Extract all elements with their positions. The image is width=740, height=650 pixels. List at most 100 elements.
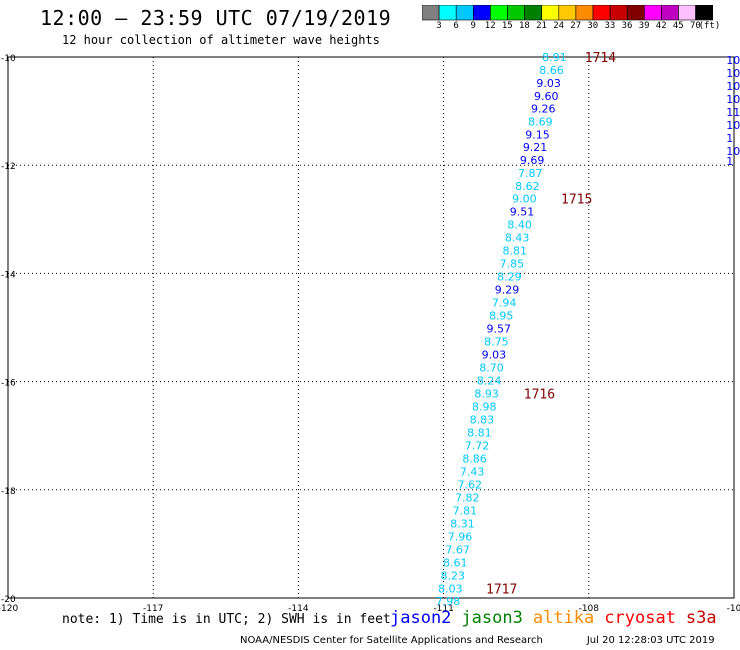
colorbar-label: 42 <box>655 21 667 31</box>
map-title: 12:00 – 23:59 UTC 07/19/2019 <box>40 6 392 30</box>
swh-value: 9.03 <box>536 77 561 90</box>
map-frame <box>7 56 735 599</box>
map-subtitle: 12 hour collection of altimeter wave hei… <box>62 33 380 47</box>
time-label: 1717 <box>486 582 517 597</box>
lat-tick-label: -14 <box>1 270 16 280</box>
swh-value: 10 <box>726 80 740 93</box>
colorbar-swatch <box>644 5 662 21</box>
colorbar-label: 39 <box>638 21 650 31</box>
swh-value: 10. <box>726 67 740 80</box>
colorbar-label: 33 <box>604 21 616 31</box>
swh-value: 10. <box>726 54 740 67</box>
time-label: 1715 <box>561 193 592 208</box>
colorbar-swatch <box>438 5 457 21</box>
swh-value: 7.96 <box>448 530 473 543</box>
footer-timestamp: Jul 20 12:28:03 UTC 2019 <box>586 635 715 646</box>
swh-value: 9.15 <box>525 128 550 141</box>
colorbar-swatch <box>609 5 628 21</box>
satellite-legend: jason2 jason3 altika cryosat s3a <box>390 608 727 628</box>
colorbar-label: 45 <box>672 21 684 31</box>
colorbar-swatch <box>541 5 560 21</box>
swh-value: 8.43 <box>505 232 530 245</box>
swh-value: 7.94 <box>492 297 517 310</box>
swh-value: 8.93 <box>474 388 499 401</box>
swh-value: 8.62 <box>515 180 540 193</box>
colorbar-unit: (ft) <box>698 21 721 31</box>
colorbar-swatch <box>472 5 491 21</box>
lon-tick-label: -120 <box>0 604 18 614</box>
colorbar-label: 21 <box>536 21 547 31</box>
legend-entry: altika <box>532 608 595 628</box>
swh-value: 8.69 <box>528 115 553 128</box>
lat-tick-label: -10 <box>1 54 16 64</box>
colorbar-swatch <box>455 5 474 21</box>
colorbar-label: 3 <box>436 21 442 31</box>
swh-value: 9.26 <box>531 102 556 115</box>
lat-tick-label: -16 <box>1 379 16 389</box>
colorbar-label: 70 <box>690 21 701 31</box>
swh-value: 10 <box>726 93 740 106</box>
swh-value: 8.31 <box>450 517 475 530</box>
colorbar-label: 30 <box>587 21 599 31</box>
time-label: 1714 <box>585 51 616 66</box>
note-text: note: 1) Time is in UTC; 2) SWH is in fe… <box>62 612 391 627</box>
swh-value: 9.00 <box>512 193 537 206</box>
swh-value: 7.85 <box>500 258 525 271</box>
swh-value: 8.81 <box>467 426 492 439</box>
swh-value: 8.98 <box>472 400 497 413</box>
legend-entry: jason3 <box>461 608 523 628</box>
swh-value: 8.24 <box>477 375 502 388</box>
swh-value: 8.40 <box>507 219 532 232</box>
footer-credit: NOAA/NESDIS Center for Satellite Applica… <box>240 635 543 646</box>
colorbar-swatch <box>524 5 542 21</box>
swh-value: 8.29 <box>497 271 522 284</box>
colorbar-label: 6 <box>453 21 459 31</box>
colorbar-label: 27 <box>570 21 582 31</box>
lat-tick-label: -20 <box>1 595 16 605</box>
swh-value: 7.82 <box>455 491 480 504</box>
colorbar-label: 15 <box>501 21 513 31</box>
footer: NOAA/NESDIS Center for Satellite Applica… <box>240 635 715 646</box>
colorbar-swatch <box>661 5 679 21</box>
colorbar-swatch <box>558 5 577 21</box>
swh-value: 7.43 <box>460 465 485 478</box>
colorbar-swatch <box>592 5 611 21</box>
colorbar-swatch <box>490 5 508 21</box>
colorbar-label: 18 <box>519 21 530 31</box>
swh-value: 8.70 <box>479 362 504 375</box>
swh-value: 8.61 <box>443 556 468 569</box>
time-label: 1716 <box>524 388 555 403</box>
swh-value: 1 <box>726 132 733 145</box>
colorbar <box>422 5 714 21</box>
swh-value: 9.51 <box>510 206 535 219</box>
swh-value: 9.21 <box>523 141 548 154</box>
swh-value: 7.81 <box>453 504 478 517</box>
colorbar-swatch <box>422 5 440 21</box>
colorbar-label: 12 <box>484 21 496 31</box>
swh-value: 8.91 <box>542 51 567 64</box>
colorbar-label: 24 <box>553 21 565 31</box>
swh-value: 10 <box>726 119 740 132</box>
swh-value: 11 <box>726 106 740 119</box>
swh-value: 7.87 <box>518 167 543 180</box>
legend-entry: cryosat <box>604 608 676 628</box>
colorbar-label: 9 <box>470 21 476 31</box>
swh-value: 9.57 <box>487 323 512 336</box>
legend-entry: s3a <box>685 608 717 628</box>
swh-value: 8.75 <box>484 336 509 349</box>
colorbar-swatch <box>678 5 696 21</box>
swh-value: 7.67 <box>445 543 470 556</box>
swh-value: 9.03 <box>482 349 507 362</box>
swh-value: 8.23 <box>441 569 466 582</box>
swh-value: 10 <box>726 145 740 158</box>
colorbar-swatch <box>695 5 714 21</box>
colorbar-swatch <box>507 5 525 21</box>
swh-value: 8.86 <box>462 452 487 465</box>
swh-value: 8.83 <box>470 413 495 426</box>
swh-value: 8.03 <box>438 582 463 595</box>
lat-tick-label: -18 <box>1 487 16 497</box>
swh-value: 8.66 <box>539 64 564 77</box>
lat-tick-label: -12 <box>1 162 16 172</box>
legend-entry: jason2 <box>390 608 452 628</box>
